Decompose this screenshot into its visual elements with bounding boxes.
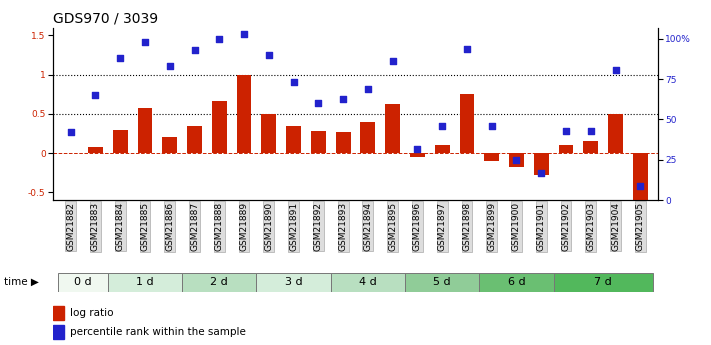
- Point: [139, 39, 151, 45]
- Bar: [410, 153, 425, 157]
- Bar: [113, 129, 128, 153]
- Bar: [336, 132, 351, 153]
- Bar: [262, 114, 277, 153]
- Bar: [633, 153, 648, 208]
- Text: GSM21889: GSM21889: [240, 201, 249, 251]
- Bar: [187, 126, 202, 153]
- Point: [164, 63, 176, 69]
- Bar: [405, 273, 479, 292]
- Bar: [360, 122, 375, 153]
- Bar: [331, 273, 405, 292]
- Point: [65, 130, 76, 135]
- Text: GSM21900: GSM21900: [512, 201, 521, 251]
- Bar: [434, 145, 449, 153]
- Text: GSM21901: GSM21901: [537, 201, 546, 251]
- Text: GSM21898: GSM21898: [462, 201, 471, 251]
- Point: [610, 67, 621, 72]
- Bar: [53, 325, 64, 339]
- Point: [486, 123, 498, 129]
- Text: log ratio: log ratio: [70, 308, 114, 317]
- Point: [313, 101, 324, 106]
- Bar: [385, 105, 400, 153]
- Text: time ▶: time ▶: [4, 277, 38, 287]
- Bar: [212, 101, 227, 153]
- Bar: [559, 145, 574, 153]
- Text: GSM21903: GSM21903: [587, 201, 595, 251]
- Text: GSM21904: GSM21904: [611, 201, 620, 250]
- Text: GSM21887: GSM21887: [190, 201, 199, 251]
- Bar: [286, 126, 301, 153]
- Text: 6 d: 6 d: [508, 277, 525, 287]
- Text: 1 d: 1 d: [136, 277, 154, 287]
- Text: 7 d: 7 d: [594, 277, 612, 287]
- Point: [114, 56, 126, 61]
- Bar: [608, 114, 623, 153]
- Text: GSM21891: GSM21891: [289, 201, 298, 251]
- Bar: [182, 273, 257, 292]
- Bar: [509, 153, 524, 167]
- Text: GSM21886: GSM21886: [165, 201, 174, 251]
- Text: GSM21885: GSM21885: [141, 201, 149, 251]
- Point: [338, 96, 349, 101]
- Text: GDS970 / 3039: GDS970 / 3039: [53, 11, 159, 25]
- Text: GSM21895: GSM21895: [388, 201, 397, 251]
- Point: [189, 47, 201, 53]
- Text: 2 d: 2 d: [210, 277, 228, 287]
- Bar: [162, 137, 177, 153]
- Text: 5 d: 5 d: [434, 277, 451, 287]
- Bar: [554, 273, 653, 292]
- Bar: [311, 131, 326, 153]
- Point: [437, 123, 448, 129]
- Bar: [583, 141, 598, 153]
- Text: 3 d: 3 d: [285, 277, 302, 287]
- Point: [560, 128, 572, 134]
- Bar: [479, 273, 554, 292]
- Text: 4 d: 4 d: [359, 277, 377, 287]
- Point: [213, 36, 225, 42]
- Bar: [137, 108, 152, 153]
- Point: [362, 86, 373, 92]
- Point: [635, 183, 646, 188]
- Text: GSM21893: GSM21893: [338, 201, 348, 251]
- Bar: [534, 153, 549, 175]
- Text: GSM21896: GSM21896: [413, 201, 422, 251]
- Text: GSM21890: GSM21890: [264, 201, 273, 251]
- Text: GSM21905: GSM21905: [636, 201, 645, 251]
- Point: [263, 52, 274, 58]
- Text: GSM21882: GSM21882: [66, 201, 75, 250]
- Point: [461, 46, 473, 51]
- Point: [535, 170, 547, 176]
- Bar: [88, 147, 103, 153]
- Text: GSM21899: GSM21899: [487, 201, 496, 251]
- Point: [412, 146, 423, 151]
- Text: GSM21892: GSM21892: [314, 201, 323, 250]
- Point: [510, 157, 522, 162]
- Text: GSM21902: GSM21902: [562, 201, 570, 250]
- Text: GSM21897: GSM21897: [438, 201, 447, 251]
- Point: [387, 59, 398, 64]
- Text: GSM21894: GSM21894: [363, 201, 373, 250]
- Text: 0 d: 0 d: [74, 277, 92, 287]
- Point: [288, 80, 299, 85]
- Text: percentile rank within the sample: percentile rank within the sample: [70, 327, 246, 337]
- Point: [585, 128, 597, 134]
- Point: [90, 92, 101, 98]
- Point: [238, 31, 250, 37]
- Bar: [459, 94, 474, 153]
- Bar: [237, 75, 252, 153]
- Bar: [58, 273, 108, 292]
- Text: GSM21888: GSM21888: [215, 201, 224, 251]
- Bar: [257, 273, 331, 292]
- Text: GSM21883: GSM21883: [91, 201, 100, 251]
- Bar: [53, 306, 64, 320]
- Text: GSM21884: GSM21884: [116, 201, 124, 250]
- Bar: [484, 153, 499, 161]
- Bar: [108, 273, 182, 292]
